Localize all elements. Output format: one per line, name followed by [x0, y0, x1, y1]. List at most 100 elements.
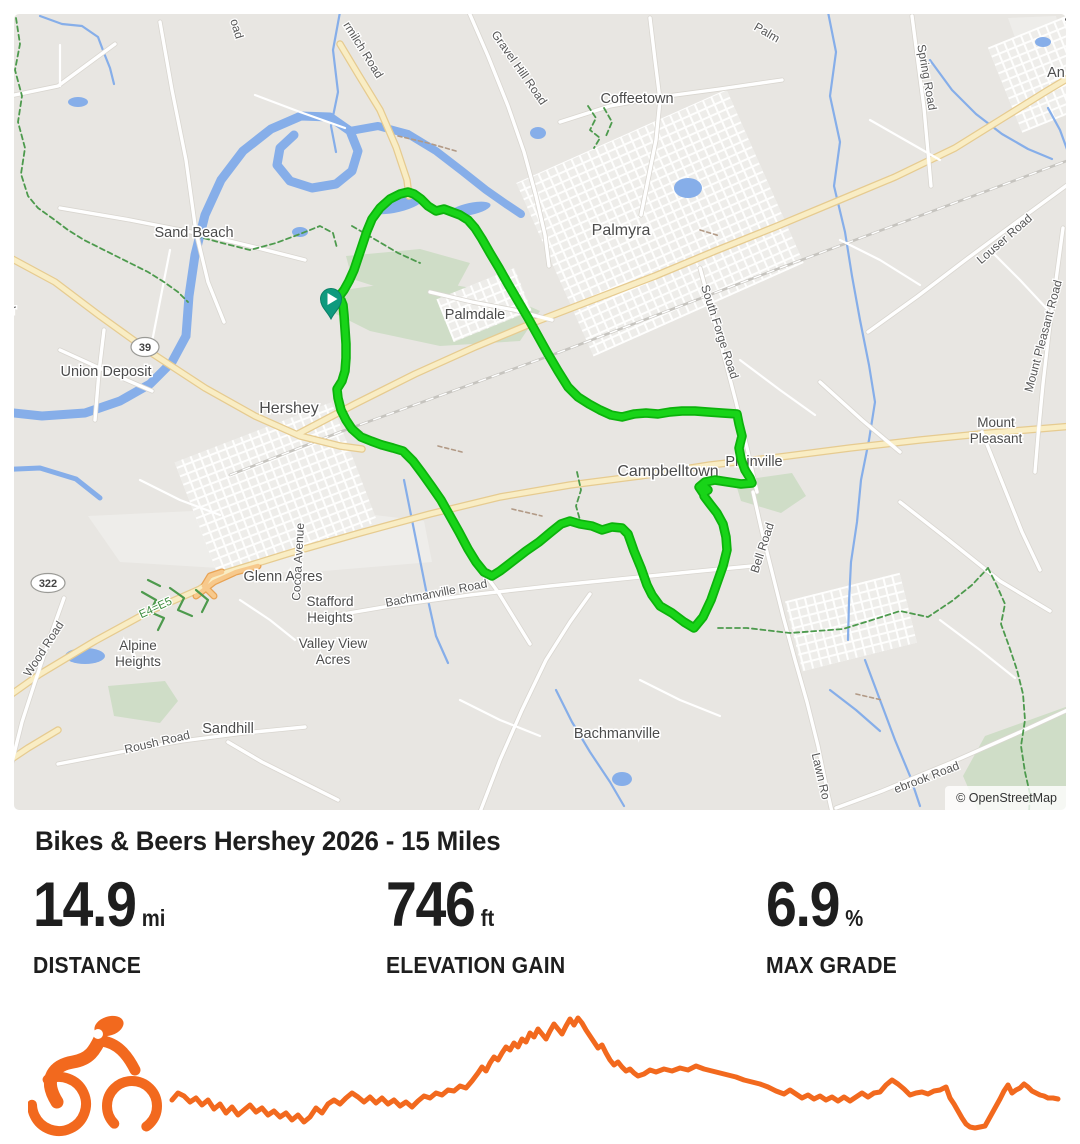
road	[201, 569, 225, 599]
trail-path	[14, 17, 189, 303]
road	[56, 725, 307, 766]
road	[466, 14, 551, 268]
map-label: oad	[227, 17, 246, 40]
trail-scribble	[146, 578, 162, 588]
waterway	[1046, 106, 1066, 154]
cyclist-logo-icon	[28, 1015, 162, 1136]
map-label: Campbelltown	[617, 463, 718, 480]
track-path	[855, 693, 883, 701]
road	[306, 564, 754, 622]
stat-distance: 14.9 mi DISTANCE	[33, 874, 183, 979]
map-label: An	[1047, 65, 1065, 81]
pond	[530, 127, 546, 139]
start-marker[interactable]	[319, 288, 343, 321]
trail-scribble	[168, 586, 194, 618]
road	[253, 93, 347, 130]
road	[138, 478, 222, 517]
trail-scribble	[194, 588, 210, 614]
elevation-gain-unit: ft	[480, 905, 495, 931]
road	[868, 118, 942, 162]
max-grade-value: 6.9%	[766, 870, 864, 940]
track-path	[397, 135, 457, 152]
road	[558, 78, 784, 124]
road	[238, 598, 297, 642]
map-label: Acres	[316, 652, 351, 667]
road	[834, 700, 1066, 810]
max-grade-unit: %	[845, 905, 864, 931]
trail-path	[195, 225, 338, 251]
elevation-gain-value: 746 ft	[386, 870, 495, 940]
stat-elevation-gain: 746 ft ELEVATION GAIN	[386, 874, 581, 979]
map-label: ar	[4, 302, 17, 317]
trail-path	[603, 107, 613, 137]
play-icon	[327, 293, 338, 305]
pond	[372, 195, 424, 215]
road	[938, 618, 1017, 680]
pond	[612, 772, 632, 786]
map-label: Sand Beach	[154, 225, 233, 241]
map-label: Mount	[977, 415, 1015, 430]
track-path	[437, 445, 463, 453]
green-area	[108, 681, 178, 723]
map-layers: Sand Beach Coffeetown Palmyra Palmdale Union…	[4, 14, 1066, 810]
road	[14, 245, 365, 452]
road	[295, 65, 1066, 437]
map-label: Valley View	[299, 636, 368, 651]
road	[58, 206, 307, 262]
map-label: Union Deposit	[60, 364, 151, 380]
waterway	[402, 478, 450, 665]
map-label: Coffeetown	[600, 91, 673, 107]
map-label: Glenn Acres	[244, 569, 323, 585]
waterway	[346, 122, 525, 218]
road	[738, 358, 817, 417]
elevation-chart	[169, 1015, 1061, 1131]
pond	[1035, 37, 1051, 47]
distance-label: DISTANCE	[33, 952, 142, 978]
map-label: Heights	[307, 610, 353, 625]
distance-value: 14.9 mi	[33, 870, 166, 940]
elevation-profile	[0, 1005, 1080, 1144]
road	[910, 14, 933, 188]
road	[226, 740, 340, 802]
map-label: Cocoa Avenue	[289, 522, 307, 601]
road	[93, 328, 106, 422]
road	[866, 170, 1066, 334]
trail-path	[575, 471, 582, 521]
town-grid-streets	[785, 572, 917, 672]
trail-scribble	[140, 590, 166, 632]
route-shield-number: 322	[39, 578, 57, 590]
map-attribution-link[interactable]: © OpenStreetMap	[945, 786, 1066, 810]
waterway	[826, 14, 877, 642]
route-title: Bikes & Beers Hershey 2026 - 15 Miles	[35, 826, 501, 856]
road	[1033, 226, 1065, 474]
map-label: Bachmanville	[574, 726, 660, 742]
distance-unit: mi	[141, 905, 166, 931]
green-area	[346, 249, 470, 293]
road	[458, 698, 542, 738]
town-grid-streets	[516, 89, 804, 357]
road	[638, 678, 722, 718]
road	[158, 20, 226, 324]
road	[478, 592, 592, 810]
map-label: Palmyra	[592, 222, 651, 239]
town-grid-streets	[987, 15, 1066, 133]
map-label: Stafford	[306, 594, 353, 609]
town-grid-streets	[174, 402, 378, 582]
pond	[674, 178, 702, 198]
road	[980, 430, 1042, 572]
map-label: Sandhill	[202, 721, 254, 737]
trail-path	[987, 567, 1031, 810]
route-map[interactable]: Sand Beach Coffeetown Palmyra Palmdale Union…	[0, 0, 1080, 812]
trail-path	[587, 105, 601, 149]
road	[898, 500, 1052, 613]
map-label: Hershey	[259, 400, 319, 417]
map-label: Alpine	[119, 638, 157, 653]
road	[818, 380, 902, 454]
track-path	[699, 229, 721, 237]
track-path	[511, 508, 543, 517]
road	[988, 248, 1050, 312]
elevation-gain-label: ELEVATION GAIN	[386, 952, 566, 978]
map-svg[interactable]: Sand Beach Coffeetown Palmyra Palmdale Union…	[0, 0, 1080, 812]
road	[838, 238, 922, 287]
